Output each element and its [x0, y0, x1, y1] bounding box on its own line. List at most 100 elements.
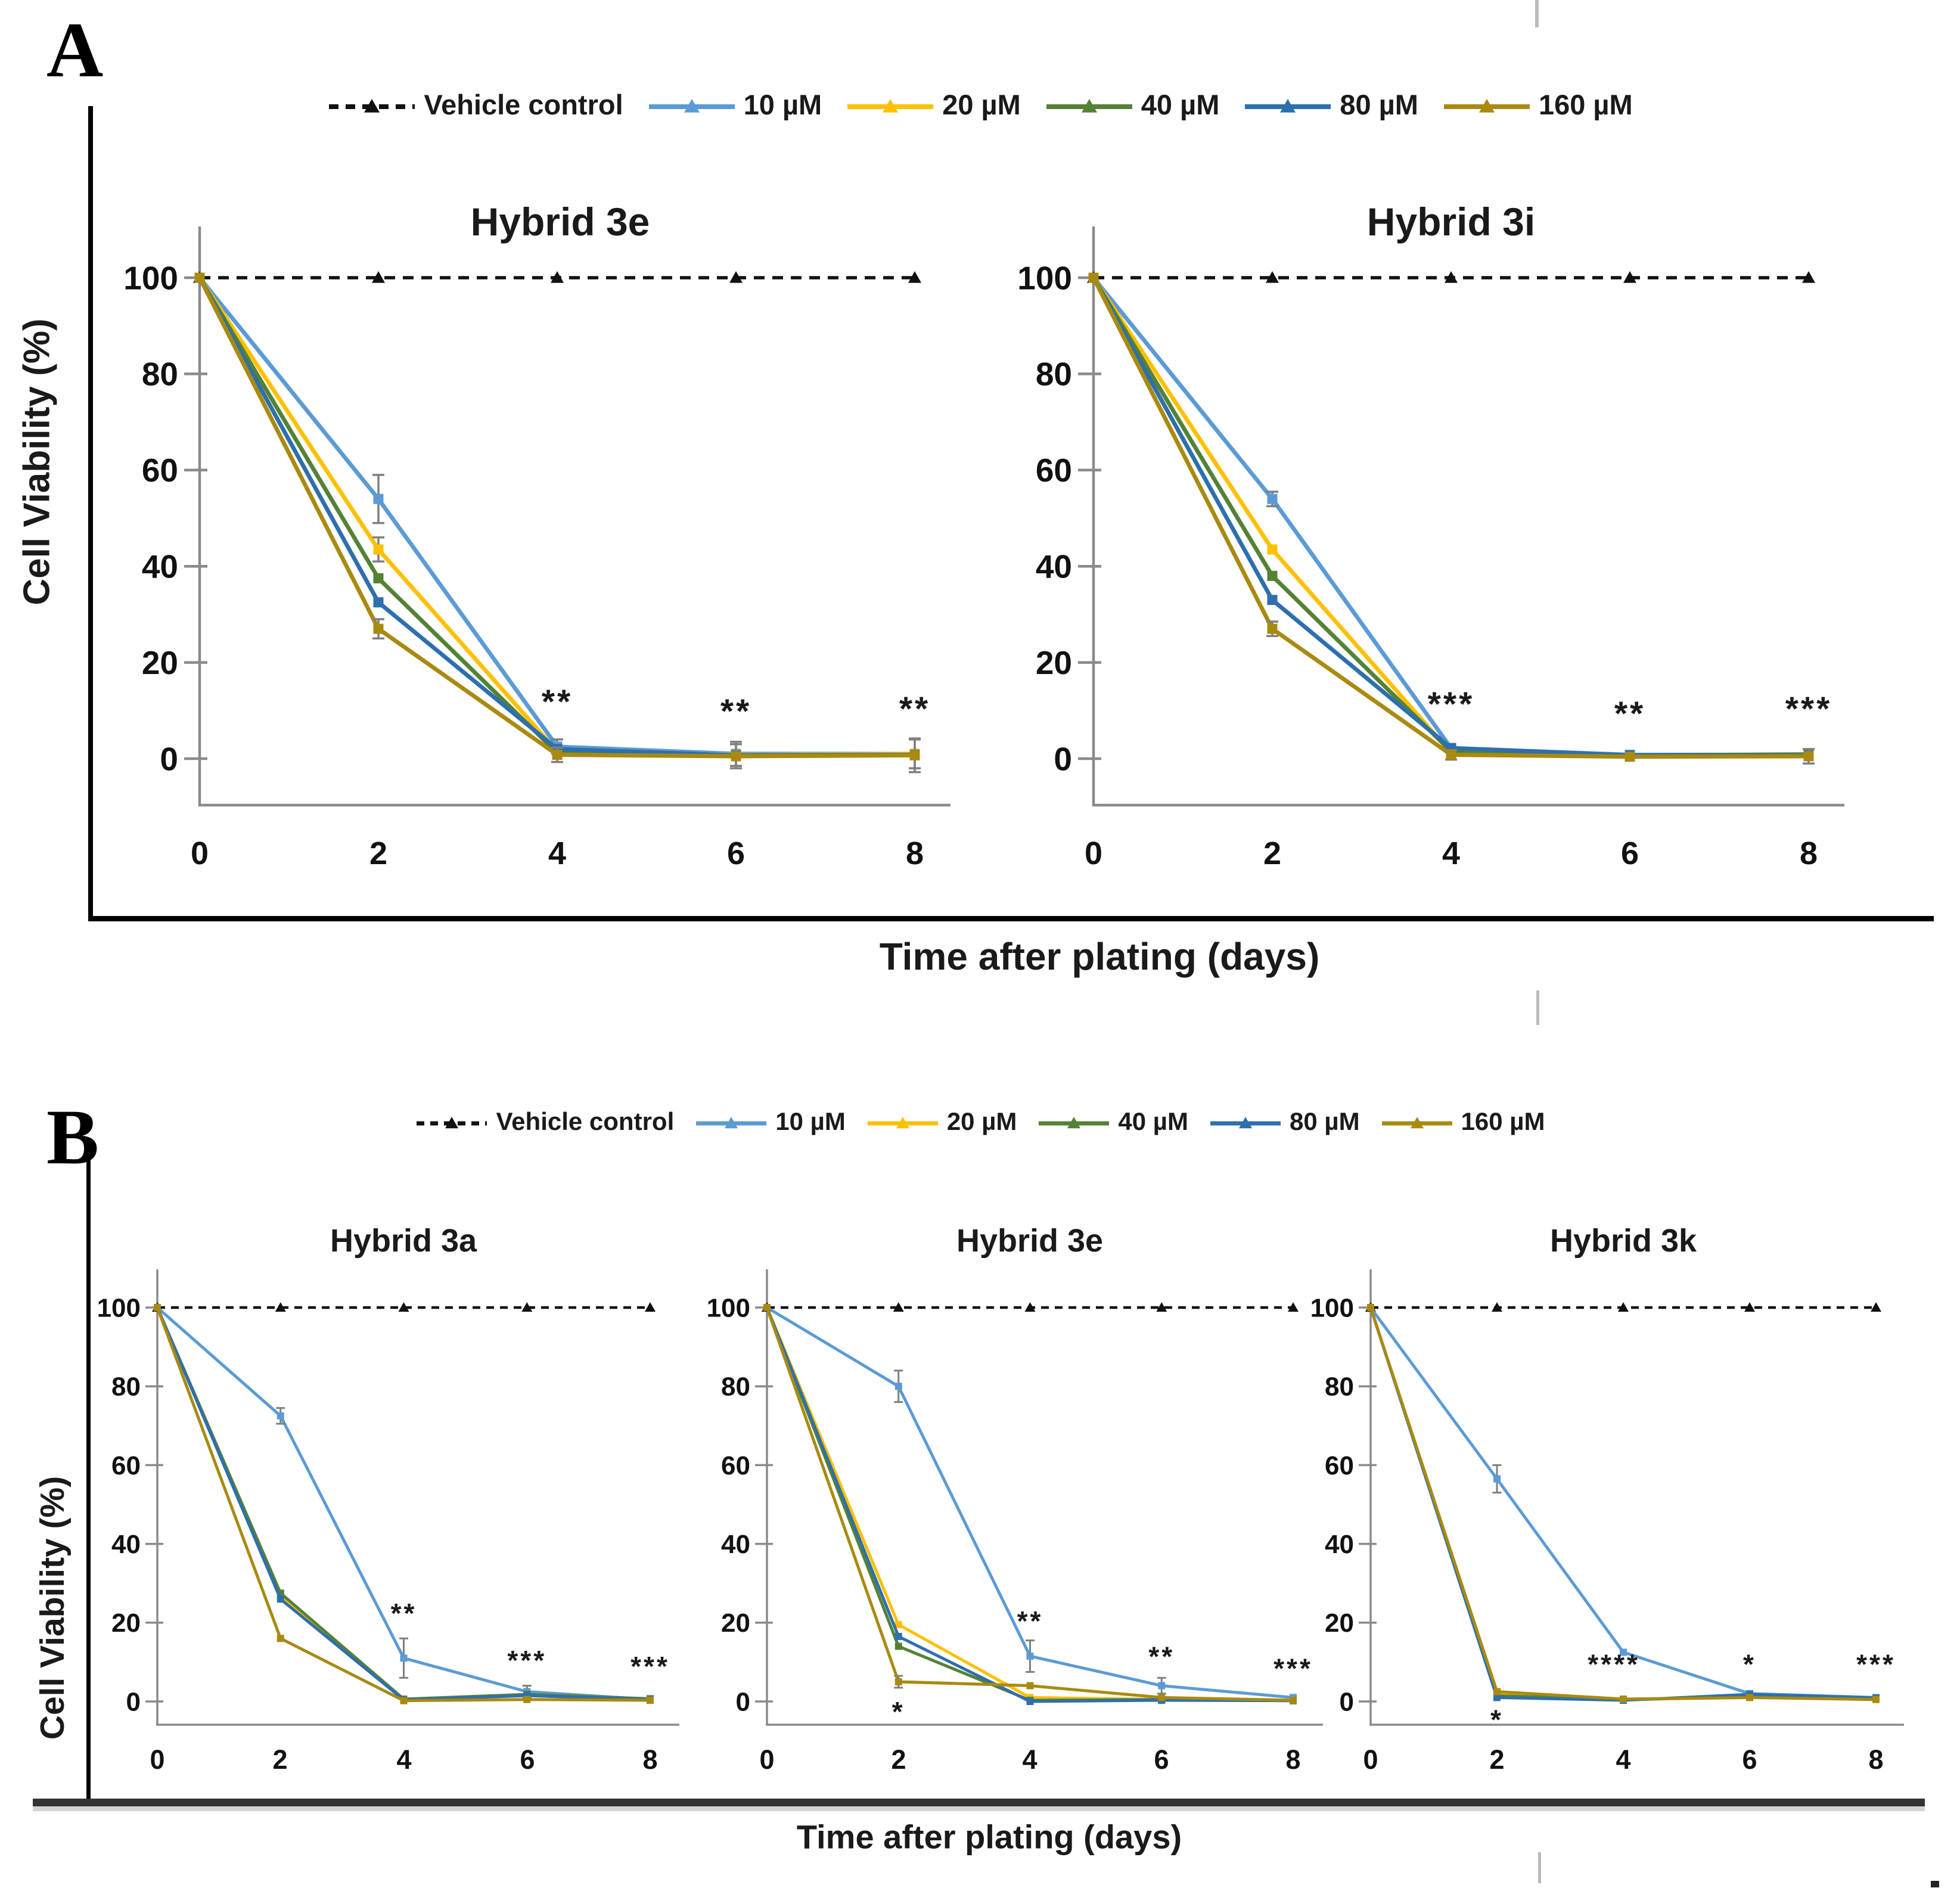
y-tick-label: 0	[160, 740, 178, 777]
chart-title-hybrid-3e: Hybrid 3e	[471, 200, 650, 244]
x-tick-label: 6	[1742, 1744, 1757, 1775]
y-tick-label: 60	[1036, 452, 1072, 489]
marker-40-m-day2	[1267, 570, 1278, 581]
x-tick-label: 2	[369, 836, 387, 871]
legend-marker-10-m-icon	[696, 1117, 767, 1129]
significance-marker: *	[892, 1696, 905, 1727]
legend-marker-160-m-icon	[1381, 1117, 1452, 1129]
series-line-80-m	[1369, 1307, 1877, 1702]
legend-marker-40-m-icon	[1046, 98, 1132, 113]
x-tick-label: 8	[1868, 1744, 1883, 1775]
legend-label-20-m: 20 µM	[942, 89, 1021, 120]
panel-b-border-left	[86, 1153, 91, 1806]
marker-160-m-day4	[1026, 1682, 1034, 1690]
marker-10-m-day2	[894, 1383, 902, 1390]
marker-vehicle-control-day6	[1744, 1302, 1755, 1312]
y-tick-label: 40	[1325, 1530, 1354, 1559]
series-line-40-m	[1091, 277, 1809, 757]
series-line-20-m	[1369, 1307, 1877, 1701]
significance-marker: **	[1614, 695, 1645, 733]
legend-marker-vehicle-control-icon	[417, 1117, 487, 1129]
significance-marker: ***	[1856, 1649, 1896, 1680]
marker-160-m-day4	[1620, 1696, 1627, 1703]
marker-vehicle-control-day2	[893, 1302, 904, 1312]
marker-20-m-day2	[894, 1621, 902, 1629]
legend-item-80-m: 80 µM	[1243, 88, 1418, 121]
legend-label-80-m: 80 µM	[1340, 89, 1418, 120]
x-tick-label: 0	[1085, 836, 1102, 871]
significance-marker: **	[1017, 1606, 1043, 1637]
marker-160-m-day2	[277, 1635, 284, 1642]
legend-item-80-m: 80 µM	[1209, 1107, 1360, 1136]
chart-title-hybrid-3e: Hybrid 3e	[956, 1223, 1103, 1259]
significance-marker: **	[391, 1598, 417, 1629]
marker-vehicle-control-day4	[551, 271, 564, 283]
panel-a-legend: Vehicle control 10 µM 20 µM 40 µM 80 µM 160 µ…	[0, 88, 1960, 121]
legend-marker-10-m-icon	[648, 98, 735, 113]
x-tick-label: 8	[1285, 1744, 1300, 1775]
y-tick-label: 0	[126, 1687, 141, 1716]
legend-marker-160-m-icon	[1443, 98, 1530, 113]
x-tick-label: 4	[548, 836, 566, 871]
series-line-160-m	[1369, 1307, 1877, 1701]
x-tick-label: 2	[1263, 836, 1281, 871]
x-tick-label: 4	[1616, 1744, 1630, 1775]
panel-b-border-bottom	[33, 1799, 1925, 1806]
marker-160-m-day6	[523, 1696, 531, 1703]
marker-vehicle-control-day2	[1266, 271, 1279, 283]
legend-label-20-m: 20 µM	[946, 1107, 1017, 1135]
marker-80-m-day2	[1267, 595, 1278, 605]
marker-160-m-day8	[647, 1697, 654, 1704]
x-tick-label: 6	[1154, 1744, 1169, 1775]
marker-vehicle-control-day6	[1623, 271, 1636, 283]
panel-a-label: A	[46, 6, 104, 94]
marker-vehicle-control-day4	[398, 1302, 409, 1312]
marker-vehicle-control-day8	[1871, 1302, 1881, 1312]
marker-vehicle-control-day2	[275, 1302, 286, 1312]
marker-vehicle-control-day4	[1445, 271, 1458, 283]
panel-b-legend: Vehicle control 10 µM 20 µM 40 µM 80 µM 160 µ…	[0, 1107, 1960, 1136]
legend-label-160-m: 160 µM	[1461, 1107, 1545, 1135]
significance-marker: *	[1743, 1649, 1756, 1680]
marker-vehicle-control-day2	[372, 271, 385, 283]
x-tick-label: 0	[759, 1744, 774, 1775]
legend-item-160-m: 160 µM	[1380, 1107, 1545, 1136]
marker-vehicle-control-day6	[521, 1302, 533, 1312]
significance-marker: ***	[1785, 690, 1832, 728]
marker-160-m-day6	[731, 751, 741, 762]
marker-40-m-day2	[894, 1642, 902, 1650]
legend-label-80-m: 80 µM	[1289, 1107, 1360, 1135]
x-tick-label: 4	[396, 1744, 411, 1775]
significance-marker: ***	[1428, 685, 1475, 723]
x-tick-label: 8	[1800, 836, 1818, 871]
legend-label-40-m: 40 µM	[1141, 89, 1220, 120]
legend-item-160-m: 160 µM	[1442, 88, 1633, 121]
marker-80-m-day2	[894, 1632, 902, 1640]
x-tick-label: 2	[1489, 1744, 1504, 1775]
legend-item-10-m: 10 µM	[694, 1107, 846, 1136]
legend-marker-80-m-icon	[1245, 98, 1331, 113]
y-tick-label: 40	[142, 548, 178, 585]
marker-160-m-day0	[763, 1304, 771, 1311]
panel-a-border-left	[88, 106, 93, 921]
marker-160-m-day8	[1803, 751, 1814, 762]
marker-160-m-day8	[909, 750, 920, 760]
y-tick-label: 60	[111, 1451, 141, 1480]
significance-marker: **	[720, 692, 751, 730]
y-tick-label: 100	[123, 259, 178, 296]
significance-marker: ***	[507, 1645, 546, 1676]
series-line-80-m	[1091, 277, 1809, 758]
y-tick-label: 40	[1036, 548, 1072, 585]
series-line-10-m	[1092, 276, 1809, 757]
y-tick-label: 60	[142, 452, 178, 489]
x-tick-label: 8	[906, 836, 924, 871]
scan-artifact-bottom	[1538, 1852, 1541, 1883]
marker-10-m-day4	[1620, 1648, 1627, 1656]
x-tick-label: 2	[891, 1744, 906, 1775]
y-tick-label: 0	[1054, 740, 1072, 777]
significance-marker: ***	[1273, 1653, 1313, 1684]
marker-vehicle-control-day2	[1492, 1302, 1502, 1312]
marker-160-m-day0	[194, 272, 205, 283]
marker-20-m-day2	[373, 544, 384, 555]
